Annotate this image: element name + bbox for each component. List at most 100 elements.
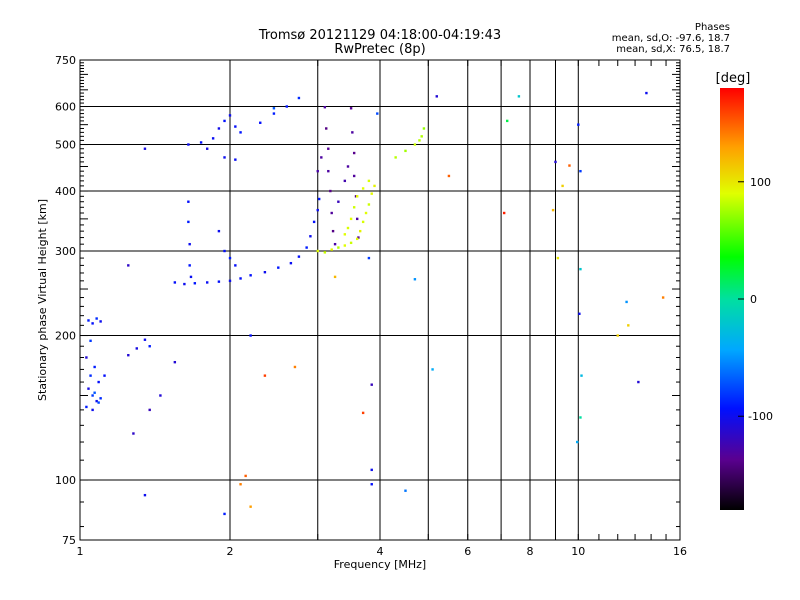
data-point: [413, 143, 417, 146]
data-point: [143, 147, 147, 150]
data-point: [143, 493, 147, 497]
y-tick-label: 200: [55, 330, 76, 343]
data-point: [577, 123, 580, 126]
data-point: [435, 95, 438, 98]
data-point: [576, 440, 579, 444]
data-point: [354, 195, 358, 198]
data-point: [217, 229, 221, 233]
data-point: [447, 174, 451, 178]
data-point: [263, 271, 267, 274]
data-point: [355, 217, 359, 221]
y-tick-label: 600: [55, 101, 76, 114]
data-point: [337, 246, 340, 249]
data-point: [578, 312, 581, 315]
colorbar-tick-label: 100: [750, 176, 771, 189]
colorbar-label: [deg]: [716, 71, 751, 86]
data-point: [420, 135, 423, 138]
y-tick-label: 75: [62, 534, 76, 547]
x-tick-label: 2: [227, 545, 234, 558]
y-tick-label: 750: [55, 54, 76, 67]
data-point: [135, 347, 138, 350]
x-tick-label: 8: [527, 545, 534, 558]
data-point: [351, 131, 354, 134]
data-point: [373, 184, 376, 188]
data-point: [87, 319, 90, 322]
data-point: [127, 353, 130, 357]
data-point: [143, 338, 147, 341]
y-tick-label: 500: [55, 139, 76, 152]
data-point: [223, 249, 226, 253]
data-point: [422, 127, 426, 130]
data-point: [187, 143, 190, 146]
data-point: [91, 394, 94, 397]
data-point: [367, 179, 371, 183]
data-point: [173, 281, 177, 284]
phases-title: Phases: [694, 22, 730, 33]
data-point: [346, 226, 350, 230]
data-point: [193, 282, 197, 285]
data-point: [346, 165, 350, 168]
data-point: [223, 512, 226, 516]
data-point: [272, 107, 276, 110]
data-point: [579, 267, 582, 271]
data-point: [331, 229, 335, 233]
data-point: [413, 278, 417, 281]
data-point: [333, 275, 337, 279]
data-point: [349, 217, 353, 221]
data-point: [293, 365, 297, 369]
data-point: [85, 356, 88, 359]
data-point: [89, 374, 92, 377]
data-point: [357, 236, 360, 239]
data-point: [561, 184, 564, 188]
data-point: [95, 317, 98, 320]
data-point: [239, 483, 242, 486]
data-point: [199, 141, 203, 144]
data-point: [239, 277, 242, 280]
data-point: [187, 200, 190, 203]
data-point: [330, 211, 333, 215]
data-point: [189, 275, 193, 279]
data-point: [661, 296, 665, 299]
data-point: [431, 368, 434, 371]
colorbar-tick-label: 0: [750, 293, 757, 306]
data-point: [228, 114, 232, 117]
data-point: [309, 235, 312, 238]
data-point: [148, 408, 151, 412]
x-axis: 1 2 4 6 8 10 16: [77, 60, 687, 558]
data-point: [93, 365, 96, 369]
data-point: [263, 374, 267, 377]
data-point: [349, 107, 353, 110]
data-point: [352, 174, 356, 178]
data-point: [361, 220, 365, 224]
data-point: [99, 397, 102, 400]
data-point: [228, 256, 232, 260]
data-point: [404, 489, 407, 492]
data-point: [333, 242, 337, 246]
data-point: [325, 127, 328, 130]
data-point: [355, 237, 359, 241]
data-point: [89, 339, 92, 343]
data-point: [327, 147, 330, 150]
data-point: [228, 279, 232, 283]
data-point: [187, 220, 190, 224]
data-point: [364, 211, 368, 215]
data-point: [343, 244, 347, 247]
data-point: [217, 127, 221, 130]
data-point: [317, 197, 321, 201]
data-point: [159, 394, 162, 397]
y-tick-label: 300: [55, 245, 76, 258]
data-point: [551, 208, 555, 212]
y-axis-label: Stationary phase Virtual Height [km]: [36, 199, 49, 401]
data-point: [579, 169, 582, 173]
data-point: [337, 200, 340, 203]
data-point: [554, 160, 557, 164]
phases-stats-o: mean, sd,O: -97.6, 18.7: [611, 33, 730, 44]
data-point: [272, 112, 276, 115]
data-point: [173, 360, 177, 364]
data-point: [259, 121, 262, 124]
data-point: [502, 211, 506, 215]
data-point: [323, 251, 327, 254]
data-point: [358, 229, 362, 233]
data-point: [367, 203, 371, 206]
data-point: [297, 255, 301, 258]
